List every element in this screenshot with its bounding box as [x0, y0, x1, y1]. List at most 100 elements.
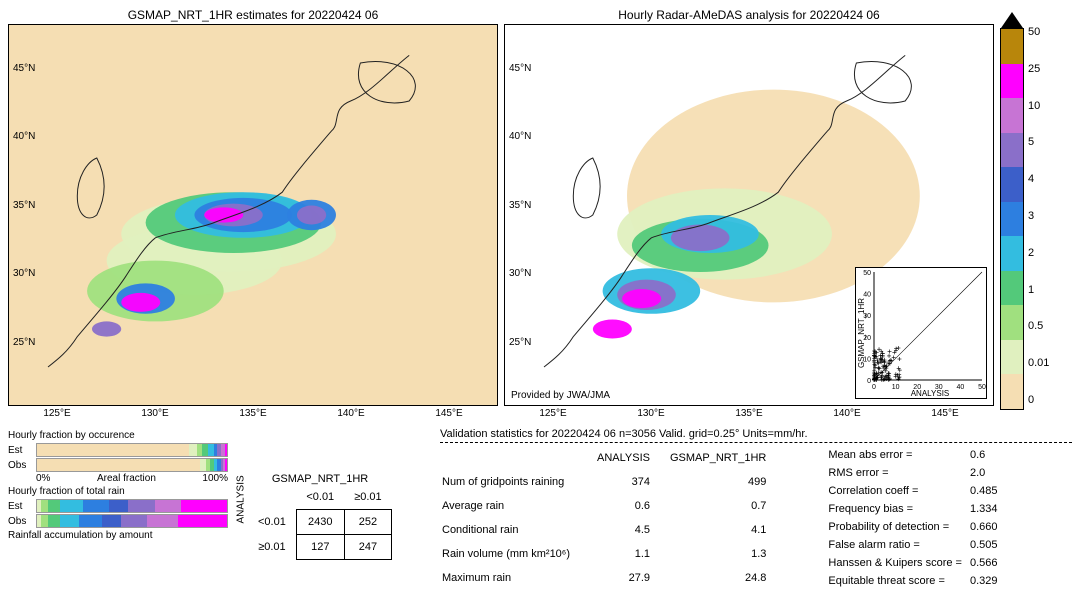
col-label: <0.01	[296, 485, 344, 510]
lat-tick: 40°N	[509, 131, 531, 142]
gsmap-map-area: 45°N 40°N 35°N 30°N 25°N	[8, 24, 498, 406]
lon-tick: 130°E	[141, 408, 168, 419]
lat-tick: 40°N	[13, 131, 35, 142]
col-label: ≥0.01	[344, 485, 391, 510]
stat-label: Average rain	[442, 495, 588, 517]
lon-tick: 140°E	[337, 408, 364, 419]
stat-value: 4.5	[590, 519, 668, 541]
lat-tick: 30°N	[13, 268, 35, 279]
total-est-bar	[36, 499, 228, 513]
stat-label: Num of gridpoints raining	[442, 471, 588, 493]
stat-value: 1.3	[670, 543, 784, 565]
lon-tick: 125°E	[539, 408, 566, 419]
total-obs-bar	[36, 514, 228, 528]
radar-map-title: Hourly Radar-AMeDAS analysis for 2022042…	[504, 8, 994, 22]
svg-text:40: 40	[863, 292, 871, 299]
stat-label: Rain volume (mm km²10⁶)	[442, 543, 588, 565]
colorbar: 502510543210.50.010	[1000, 8, 1072, 418]
row-label: ≥0.01	[248, 534, 296, 559]
hourly-fraction-block: Hourly fraction by occurence Est Obs 0% …	[8, 428, 228, 604]
lon-tick: 140°E	[833, 408, 860, 419]
gsmap-map-panel: GSMAP_NRT_1HR estimates for 20220424 06 …	[8, 8, 498, 418]
total-rain-title: Hourly fraction of total rain	[8, 486, 228, 497]
stat-value: 374	[590, 471, 668, 493]
axis-tick: 0%	[36, 473, 50, 484]
svg-text:40: 40	[957, 384, 965, 391]
svg-text:ANALYSIS: ANALYSIS	[911, 389, 950, 398]
stat-value: 499	[670, 471, 784, 493]
svg-text:50: 50	[978, 384, 986, 391]
stat-label: Hanssen & Kuipers score =	[828, 555, 968, 571]
axis-label: Areal fraction	[97, 473, 156, 484]
cell: 247	[344, 534, 391, 559]
lon-tick: 145°E	[435, 408, 462, 419]
lon-ticks-row: 125°E 130°E 135°E 140°E 145°E	[8, 408, 498, 419]
stat-value: 1.1	[590, 543, 668, 565]
svg-text:0: 0	[867, 378, 871, 385]
colorbar-labels: 502510543210.50.010	[1024, 26, 1049, 406]
stat-value: 0.329	[970, 573, 1004, 589]
stat-label: Maximum rain	[442, 567, 588, 589]
stat-value: 27.9	[590, 567, 668, 589]
occurrence-est-bar	[36, 443, 228, 457]
cell: 2430	[296, 509, 344, 534]
validation-title: Validation statistics for 20220424 06 n=…	[440, 428, 1072, 440]
lat-tick: 45°N	[509, 63, 531, 74]
stat-label: Mean abs error =	[828, 447, 968, 463]
stat-value: 1.334	[970, 501, 1004, 517]
svg-text:10: 10	[892, 384, 900, 391]
row-label: Est	[8, 501, 36, 512]
lon-ticks-row: 125°E 130°E 135°E 140°E 145°E	[504, 408, 994, 419]
row-label: Obs	[8, 516, 36, 527]
lon-tick: 145°E	[931, 408, 958, 419]
stat-label: False alarm ratio =	[828, 537, 968, 553]
stat-label: Correlation coeff =	[828, 483, 968, 499]
validation-left-table: ANALYSISGSMAP_NRT_1HR Num of gridpoints …	[440, 445, 786, 591]
stat-value: 0.6	[970, 447, 1004, 463]
row-label: Obs	[8, 460, 36, 471]
lon-tick: 125°E	[43, 408, 70, 419]
contingency-col-header: GSMAP_NRT_1HR	[248, 473, 392, 485]
stat-value: 0.6	[590, 495, 668, 517]
lat-tick: 35°N	[13, 200, 35, 211]
lat-tick: 30°N	[509, 268, 531, 279]
lon-tick: 135°E	[239, 408, 266, 419]
lat-tick: 25°N	[13, 337, 35, 348]
col-header: GSMAP_NRT_1HR	[670, 447, 784, 469]
row-label: <0.01	[248, 509, 296, 534]
stat-label: Conditional rain	[442, 519, 588, 541]
stat-label: Equitable threat score =	[828, 573, 968, 589]
radar-map-area: 45°N 40°N 35°N 30°N 25°N Provided by JWA…	[504, 24, 994, 406]
lat-tick: 35°N	[509, 200, 531, 211]
contingency-row-header: ANALYSIS	[236, 509, 247, 523]
validation-right-table: Mean abs error =0.6RMS error =2.0Correla…	[826, 445, 1005, 591]
stat-value: 0.485	[970, 483, 1004, 499]
svg-text:0: 0	[872, 384, 876, 391]
stat-label: RMS error =	[828, 465, 968, 481]
lon-tick: 130°E	[637, 408, 664, 419]
contingency-table: <0.01≥0.01 <0.01 2430 252 ≥0.01 127 247	[248, 485, 392, 560]
stat-value: 4.1	[670, 519, 784, 541]
contingency-block: ANALYSIS GSMAP_NRT_1HR <0.01≥0.01 <0.01 …	[234, 428, 434, 604]
stat-label: Frequency bias =	[828, 501, 968, 517]
row-label: Est	[8, 445, 36, 456]
stat-value: 2.0	[970, 465, 1004, 481]
svg-text:50: 50	[863, 270, 871, 277]
colorbar-over-triangle-icon	[1001, 12, 1023, 28]
stat-value: 0.660	[970, 519, 1004, 535]
stat-value: 24.8	[670, 567, 784, 589]
scatter-inset: 0010102020303040405050ANALYSISGSMAP_NRT_…	[855, 267, 987, 399]
cell: 252	[344, 509, 391, 534]
col-header: ANALYSIS	[590, 447, 668, 469]
occurrence-title: Hourly fraction by occurence	[8, 430, 228, 441]
lat-tick: 25°N	[509, 337, 531, 348]
stat-value: 0.505	[970, 537, 1004, 553]
cell: 127	[296, 534, 344, 559]
lat-tick: 45°N	[13, 63, 35, 74]
radar-map-panel: Hourly Radar-AMeDAS analysis for 2022042…	[504, 8, 994, 418]
axis-tick: 100%	[202, 473, 228, 484]
occurrence-obs-bar	[36, 458, 228, 472]
accum-title: Rainfall accumulation by amount	[8, 530, 228, 541]
gsmap-map-title: GSMAP_NRT_1HR estimates for 20220424 06	[8, 8, 498, 22]
stat-value: 0.566	[970, 555, 1004, 571]
